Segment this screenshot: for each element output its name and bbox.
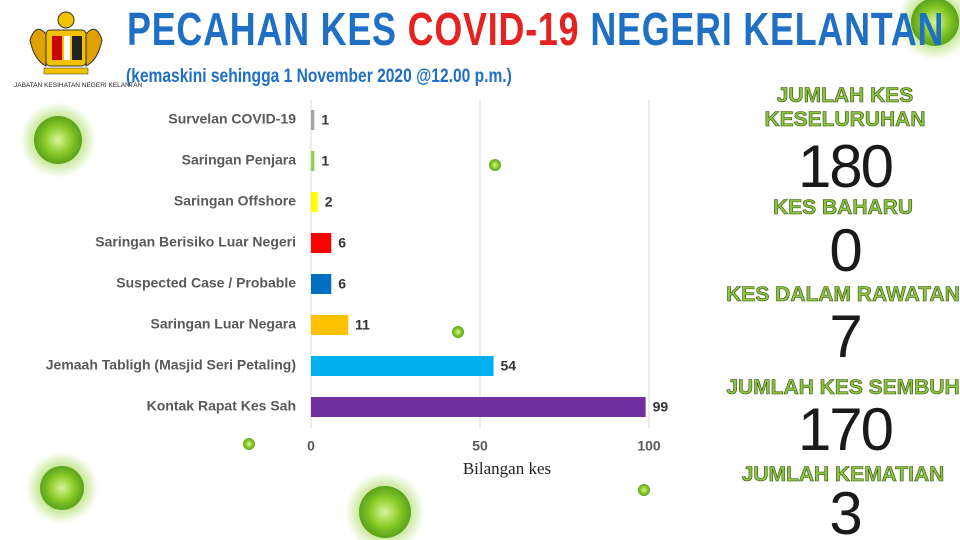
virus-dot xyxy=(452,326,464,338)
virus xyxy=(40,466,84,510)
title-part: NEGERI KELANTAN xyxy=(590,3,945,55)
virus-dot xyxy=(243,438,255,450)
bar xyxy=(311,110,315,130)
title-part: COVID-19 xyxy=(407,3,580,55)
stat-value: 7 xyxy=(829,303,862,370)
logo-text: JABATAN KESIHATAN NEGERI KELANTAN xyxy=(14,82,143,89)
virus xyxy=(911,0,959,46)
stat-value: 0 xyxy=(829,217,862,284)
y-tick-label: Saringan Luar Negara xyxy=(151,316,297,332)
logo xyxy=(29,11,103,75)
bar xyxy=(311,151,315,171)
title: PECAHAN KES COVID-19 NEGERI KELANTAN xyxy=(127,2,955,56)
stat-value: 3 xyxy=(829,480,862,540)
bar xyxy=(311,274,332,294)
y-tick-label: Survelan COVID-19 xyxy=(168,111,296,127)
virus xyxy=(359,486,411,538)
y-tick-label: Suspected Case / Probable xyxy=(116,275,296,291)
bar xyxy=(311,233,332,253)
x-axis-label: Bilangan kes xyxy=(463,459,551,478)
stat-label: JUMLAH KES SEMBUH xyxy=(726,376,960,400)
virus-dot xyxy=(638,484,650,496)
bar xyxy=(311,192,318,212)
subtitle: (kemaskini sehingga 1 November 2020 @12.… xyxy=(126,66,512,87)
x-tick-label: 50 xyxy=(472,438,488,454)
bar xyxy=(311,315,349,335)
value-label: 6 xyxy=(338,276,346,292)
stat-value: 170 xyxy=(797,396,894,463)
bar-chart: Bilangan kes 0 50 100 Survelan COVID-19 1 Sar… xyxy=(46,100,669,478)
value-label: 1 xyxy=(321,153,329,169)
x-tick-label: 0 xyxy=(307,438,315,454)
y-tick-label: Saringan Penjara xyxy=(182,152,297,168)
stat-value: 180 xyxy=(797,133,894,200)
stat-label: KES BAHARU xyxy=(772,196,914,220)
y-tick-label: Kontak Rapat Kes Sah xyxy=(147,398,296,414)
bar xyxy=(311,356,494,376)
bar xyxy=(311,397,646,417)
y-tick-label: Saringan Offshore xyxy=(174,193,296,209)
stat-label: KES DALAM RAWATAN xyxy=(726,283,960,307)
virus-dot xyxy=(489,159,501,171)
value-label: 11 xyxy=(355,317,370,333)
value-label: 6 xyxy=(338,235,346,251)
title-part: PECAHAN KES xyxy=(127,3,397,55)
value-label: 54 xyxy=(501,358,517,374)
y-tick-label: Jemaah Tabligh (Masjid Seri Petaling) xyxy=(46,357,296,373)
stat-label: JUMLAH KES KESELURUHAN xyxy=(764,84,926,132)
value-label: 1 xyxy=(321,112,329,128)
value-label: 99 xyxy=(653,399,669,415)
value-label: 2 xyxy=(325,194,333,210)
stat-label: JUMLAH KEMATIAN xyxy=(741,463,945,487)
virus xyxy=(34,116,82,164)
y-tick-label: Saringan Berisiko Luar Negeri xyxy=(95,234,296,250)
x-tick-label: 100 xyxy=(637,438,661,454)
